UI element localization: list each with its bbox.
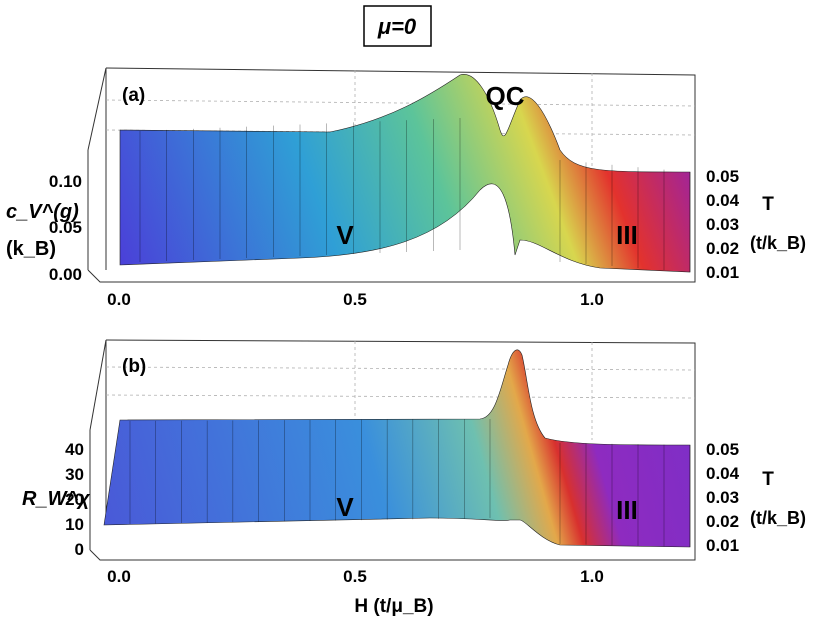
panel-b-surface bbox=[103, 349, 691, 548]
panel-b-y-tick: 0.04 bbox=[706, 464, 740, 483]
panel-b-annotation-iii: III bbox=[616, 495, 638, 525]
panel-a-label: (a) bbox=[122, 85, 145, 106]
panel-a-mesh bbox=[139, 118, 691, 272]
panel-b-mesh bbox=[129, 419, 691, 547]
panel-b-z-tick: 40 bbox=[65, 440, 84, 459]
panel-a-x-tick: 0.0 bbox=[107, 290, 131, 309]
panel-b-x-ticks: 0.0 0.5 1.0 bbox=[107, 567, 604, 586]
panel-a-y-tick: 0.02 bbox=[706, 239, 739, 258]
panel-a-y-tick: 0.04 bbox=[706, 191, 740, 210]
panel-b-x-tick: 1.0 bbox=[580, 567, 604, 586]
panel-a-x-ticks: 0.0 0.5 1.0 bbox=[107, 290, 604, 309]
panel-b-y-label: T (t/k_B) bbox=[750, 469, 806, 528]
panel-a-y-ticks: 0.05 0.04 0.03 0.02 0.01 bbox=[706, 167, 740, 282]
panel-a-y-tick: 0.05 bbox=[706, 167, 739, 186]
panel-b-y-label-line2: (t/k_B) bbox=[750, 508, 806, 528]
panel-b-y-tick: 0.03 bbox=[706, 488, 739, 507]
figure-title-box: μ=0 bbox=[363, 5, 432, 47]
panel-a-y-label: T (t/k_B) bbox=[750, 194, 806, 253]
panel-b-y-tick: 0.02 bbox=[706, 512, 739, 531]
x-axis-label: H (t/μ_B) bbox=[354, 596, 433, 617]
panel-b-x-tick: 0.5 bbox=[343, 567, 367, 586]
panel-b-y-label-line1: T bbox=[762, 469, 774, 490]
panel-a-z-tick: 0.05 bbox=[49, 218, 82, 237]
panel-a-x-tick: 1.0 bbox=[580, 290, 604, 309]
panel-a-z-label-line2: (k_B) bbox=[6, 238, 56, 260]
panel-a-y-tick: 0.03 bbox=[706, 215, 739, 234]
panel-b: (b) V III 40 30 20 10 0 R_W^χ 0.0 0.5 1.… bbox=[22, 339, 806, 617]
panel-b-x-tick: 0.0 bbox=[107, 567, 131, 586]
panel-a-y-label-line1: T bbox=[762, 194, 774, 215]
panel-a-z-label-line1: c_V^(g) bbox=[6, 201, 79, 223]
panel-a-annotation-qc: QC bbox=[486, 81, 525, 111]
panel-b-y-tick: 0.05 bbox=[706, 440, 739, 459]
panel-b-box bbox=[89, 339, 696, 561]
panel-a-z-label: c_V^(g) (k_B) bbox=[6, 201, 79, 260]
panel-b-z-tick: 10 bbox=[65, 515, 84, 534]
panel-b-z-tick: 0 bbox=[75, 540, 84, 559]
panel-b-z-tick: 30 bbox=[65, 465, 84, 484]
panel-b-annotation-v: V bbox=[336, 492, 354, 522]
panel-a-z-tick: 0.00 bbox=[49, 265, 82, 284]
panel-a-y-tick: 0.01 bbox=[706, 263, 739, 282]
panel-b-z-label: R_W^χ bbox=[22, 488, 91, 510]
panel-a-surface bbox=[119, 74, 691, 273]
figure-title: μ=0 bbox=[377, 14, 417, 39]
panel-a: (a) V III QC 0.10 0.05 0.00 c_V^(g) (k_B… bbox=[6, 67, 806, 309]
panel-b-label: (b) bbox=[122, 356, 146, 377]
panel-b-z-tick: 20 bbox=[65, 490, 84, 509]
panel-a-annotation-v: V bbox=[336, 220, 354, 250]
panel-b-z-ticks: 40 30 20 10 0 bbox=[65, 440, 84, 559]
panel-a-annotation-iii: III bbox=[616, 220, 638, 250]
panel-a-z-ticks: 0.10 0.05 0.00 bbox=[49, 172, 82, 284]
panel-a-x-tick: 0.5 bbox=[343, 290, 367, 309]
panel-b-y-ticks: 0.05 0.04 0.03 0.02 0.01 bbox=[706, 440, 740, 555]
panel-b-y-tick: 0.01 bbox=[706, 536, 739, 555]
panel-a-y-label-line2: (t/k_B) bbox=[750, 233, 806, 253]
panel-a-z-tick: 0.10 bbox=[49, 172, 82, 191]
